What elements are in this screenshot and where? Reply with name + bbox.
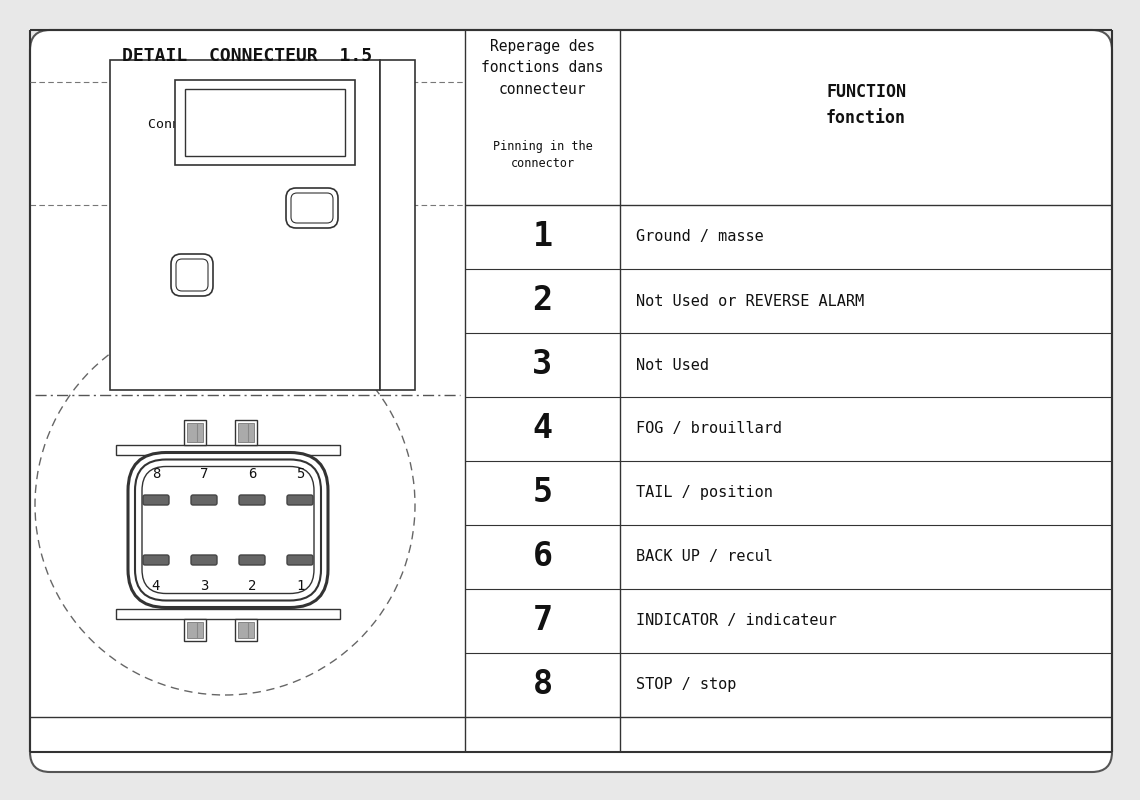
Bar [187, 422, 203, 442]
FancyBboxPatch shape [192, 495, 217, 505]
Text: Not Used or REVERSE ALARM: Not Used or REVERSE ALARM [636, 294, 864, 309]
Bar [238, 622, 254, 638]
Text: 7: 7 [532, 605, 553, 638]
Text: DETAIL  CONNECTEUR  1.5: DETAIL CONNECTEUR 1.5 [122, 47, 373, 65]
Text: INDICATOR / indicateur: INDICATOR / indicateur [636, 614, 837, 629]
Text: FOG / brouillard: FOG / brouillard [636, 422, 782, 437]
Bar [235, 419, 256, 445]
FancyBboxPatch shape [239, 555, 264, 565]
Text: Reperage des
fonctions dans
connecteur: Reperage des fonctions dans connecteur [481, 39, 604, 97]
Text: Not Used: Not Used [636, 358, 709, 373]
Text: Pinning in the
connector: Pinning in the connector [492, 140, 593, 170]
Bar [116, 609, 340, 618]
Bar [187, 622, 203, 638]
Text: 6: 6 [247, 467, 256, 481]
FancyBboxPatch shape [176, 259, 207, 291]
Bar [184, 419, 206, 445]
Text: 8: 8 [152, 467, 161, 481]
FancyBboxPatch shape [142, 466, 314, 594]
FancyBboxPatch shape [142, 555, 169, 565]
Text: 5: 5 [295, 467, 304, 481]
Text: 7: 7 [200, 467, 209, 481]
FancyBboxPatch shape [286, 188, 337, 228]
Text: 5: 5 [532, 477, 553, 510]
Text: 2: 2 [532, 285, 553, 318]
Bar [235, 618, 256, 641]
Text: Connector detail Scale 2:: Connector detail Scale 2: [147, 118, 348, 130]
Text: 6: 6 [532, 541, 553, 574]
Text: 1: 1 [532, 221, 553, 254]
Text: Ground / masse: Ground / masse [636, 230, 764, 245]
Text: TAIL / position: TAIL / position [636, 486, 773, 501]
Bar [116, 445, 340, 454]
Text: Echelle 2 :: Echelle 2 : [197, 94, 298, 110]
Text: 1: 1 [295, 579, 304, 593]
Bar [184, 618, 206, 641]
Text: 8: 8 [532, 669, 553, 702]
FancyBboxPatch shape [291, 193, 333, 223]
Bar [109, 60, 380, 390]
FancyBboxPatch shape [171, 254, 213, 296]
FancyBboxPatch shape [142, 495, 169, 505]
Bar [176, 80, 355, 165]
FancyBboxPatch shape [192, 555, 217, 565]
FancyBboxPatch shape [287, 555, 314, 565]
Bar [185, 89, 345, 156]
FancyBboxPatch shape [128, 453, 328, 607]
Text: 3: 3 [532, 349, 553, 382]
Text: 4: 4 [532, 413, 553, 446]
FancyBboxPatch shape [239, 495, 264, 505]
FancyBboxPatch shape [30, 30, 1112, 772]
Text: 4: 4 [152, 579, 161, 593]
Text: FUNCTION
fonction: FUNCTION fonction [826, 82, 906, 127]
Text: STOP / stop: STOP / stop [636, 678, 736, 693]
FancyBboxPatch shape [287, 495, 314, 505]
Text: BACK UP / recul: BACK UP / recul [636, 550, 773, 565]
Text: 3: 3 [200, 579, 209, 593]
Bar [380, 60, 415, 390]
Bar [238, 422, 254, 442]
Text: 2: 2 [247, 579, 256, 593]
